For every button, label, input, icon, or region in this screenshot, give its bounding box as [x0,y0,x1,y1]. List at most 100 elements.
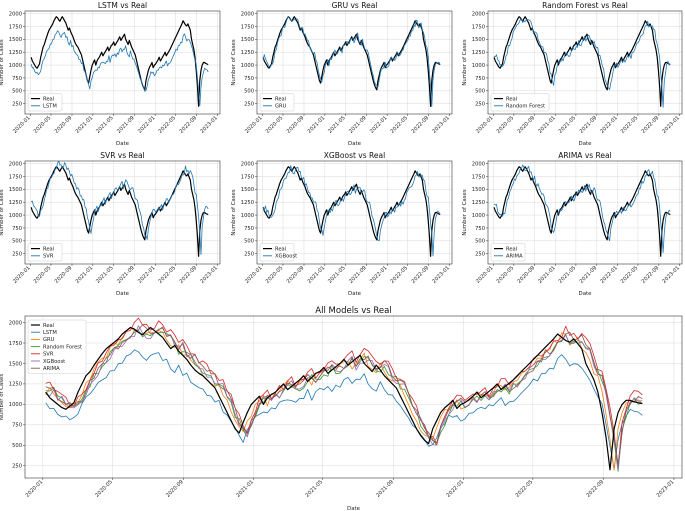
x-tick-label: 2021-01 [235,479,255,499]
y-tick-label: 1750 [241,24,254,30]
y-tick-label: 1000 [9,213,22,219]
y-tick-label: 750 [12,423,22,429]
legend-label: SVR [43,352,54,358]
x-tick-label: 2020-05 [496,115,516,135]
x-tick-label: 2020-01 [244,115,264,135]
x-tick-label: 2021-05 [305,479,325,499]
y-axis-label: Number of Cases [231,39,237,85]
x-tick-label: 2022-05 [620,115,640,135]
legend-box [27,93,63,112]
x-tick-label: 2023-01 [199,115,219,135]
y-tick-label: 1750 [9,341,22,347]
y-tick-label: 750 [244,226,254,232]
x-tick-label: 2022-05 [158,265,178,285]
plot-frame [256,10,453,115]
y-tick-label: 1500 [241,37,254,43]
y-tick-label: 1500 [472,187,485,193]
y-tick-label: 500 [244,89,254,95]
y-tick-label: 1750 [241,174,254,180]
y-tick-label: 2000 [241,161,254,167]
x-axis-label: Date [116,141,130,147]
y-tick-label: 1250 [472,200,485,206]
y-tick-label: 1250 [241,200,254,206]
y-tick-label: 750 [475,226,485,232]
x-tick-label: 2021-09 [375,479,395,499]
series-line-real [45,326,643,471]
y-tick-label: 500 [475,89,485,95]
series-line-xgboost [262,165,441,257]
x-axis-label: Date [348,291,362,297]
x-tick-label: 2022-01 [369,115,389,135]
y-axis-label: Number of Cases [462,39,468,85]
x-tick-label: 2020-09 [165,479,185,499]
y-tick-label: 1500 [241,187,254,193]
y-tick-label: 1250 [9,382,22,388]
x-tick-label: 2022-05 [158,115,178,135]
x-tick-label: 2022-09 [641,265,661,285]
x-tick-label: 2020-01 [244,265,264,285]
x-axis-label: Date [116,291,130,297]
legend-label: Real [506,96,517,102]
series-line-real [493,16,671,107]
chart-title: GRU vs Real [332,1,378,10]
y-tick-label: 750 [12,76,22,82]
y-tick-label: 250 [475,252,485,258]
y-tick-label: 1250 [9,50,22,56]
y-tick-label: 2000 [9,11,22,17]
x-tick-label: 2021-09 [116,265,136,285]
legend: Real XGBoost [259,243,297,262]
subplot-7: 250 500 750 1000 1250 1500 1750 2000 2020-01 2020… [0,306,683,511]
x-tick-label: 2020-05 [265,115,285,135]
y-tick-label: 1500 [9,187,22,193]
x-axis-label: Date [579,291,593,297]
legend-label: Real [275,246,286,252]
legend-label: Real [43,96,54,102]
x-tick-label: 2020-09 [286,265,306,285]
y-tick-label: 1000 [472,63,485,69]
legend: Real ARIMA [490,243,526,262]
x-tick-label: 2023-01 [661,265,681,285]
legend-box [259,243,295,262]
y-tick-label: 250 [244,252,254,258]
x-tick-label: 2020-09 [517,265,537,285]
x-tick-label: 2023-01 [431,265,451,285]
chart-title: LSTM vs Real [98,1,147,10]
y-tick-label: 1750 [472,174,485,180]
legend-label: XGBoost [275,254,297,260]
x-tick-label: 2021-09 [348,115,368,135]
x-tick-label: 2020-01 [475,265,495,285]
chart-title: SVR vs Real [100,151,144,160]
y-tick-label: 1750 [472,24,485,30]
legend-box [490,93,550,112]
x-tick-label: 2021-09 [579,115,599,135]
series-line-real [30,16,209,107]
series-line-gru [45,327,643,471]
series-line-gru [262,16,441,107]
y-tick-label: 1000 [241,63,254,69]
y-tick-label: 1000 [241,213,254,219]
series-line-real [30,166,209,257]
legend-label: XGBoost [43,359,65,365]
legend-label: LSTM [43,104,57,110]
y-tick-label: 1750 [9,24,22,30]
y-tick-label: 750 [475,76,485,82]
legend: Real SVR [27,243,63,262]
x-tick-label: 2022-05 [620,265,640,285]
x-tick-label: 2023-01 [431,115,451,135]
x-tick-label: 2021-09 [116,115,136,135]
y-tick-label: 1750 [9,174,22,180]
y-tick-label: 2000 [241,11,254,17]
y-tick-label: 1250 [9,200,22,206]
series-line-real [262,166,441,257]
y-tick-label: 250 [12,464,22,470]
series-line-lstm [45,349,643,470]
x-axis-label: Date [348,141,362,147]
y-tick-label: 250 [475,102,485,108]
y-tick-label: 1500 [472,37,485,43]
x-tick-label: 2020-09 [54,265,74,285]
x-tick-label: 2022-01 [599,265,619,285]
